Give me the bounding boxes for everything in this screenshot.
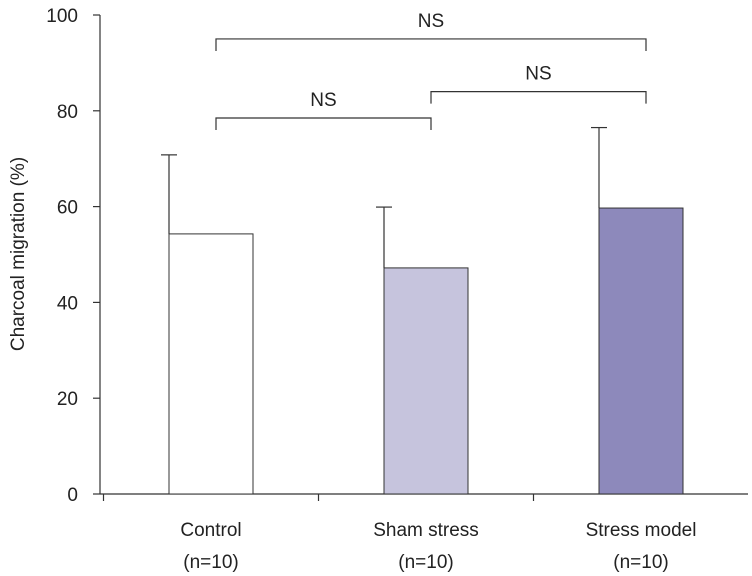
y-tick-label: 60 bbox=[57, 198, 78, 219]
bar-1 bbox=[168, 233, 254, 495]
significance-label: NS bbox=[310, 90, 336, 111]
x-category-label: Sham stress bbox=[373, 520, 479, 541]
bars bbox=[168, 207, 684, 495]
x-category-label: Stress model bbox=[586, 520, 697, 541]
y-tick-label: 20 bbox=[57, 389, 78, 410]
significance-bracket bbox=[215, 38, 647, 51]
significance-label: NS bbox=[418, 11, 444, 32]
x-category-n-label: (n=10) bbox=[613, 552, 668, 573]
y-tick-label: 0 bbox=[67, 485, 78, 506]
x-category-label: Control bbox=[180, 520, 241, 541]
significance-bracket bbox=[215, 117, 432, 130]
significance-brackets: NS NS NS bbox=[215, 11, 647, 130]
axes: 0 20 40 60 80 100 Control (n=10) Sham stress (n=1… bbox=[46, 6, 748, 573]
x-category-n-label: (n=10) bbox=[398, 552, 453, 573]
error-bars bbox=[161, 126, 607, 268]
y-axis-title: Charcoal migration (%) bbox=[8, 157, 29, 351]
bar-3 bbox=[598, 207, 684, 495]
significance-bracket bbox=[430, 91, 647, 104]
significance-label: NS bbox=[525, 64, 551, 85]
y-tick-label: 40 bbox=[57, 293, 78, 314]
x-category-n-label: (n=10) bbox=[183, 552, 238, 573]
y-tick-label: 100 bbox=[46, 6, 78, 27]
y-tick-label: 80 bbox=[57, 102, 78, 123]
bar-2 bbox=[383, 267, 469, 495]
